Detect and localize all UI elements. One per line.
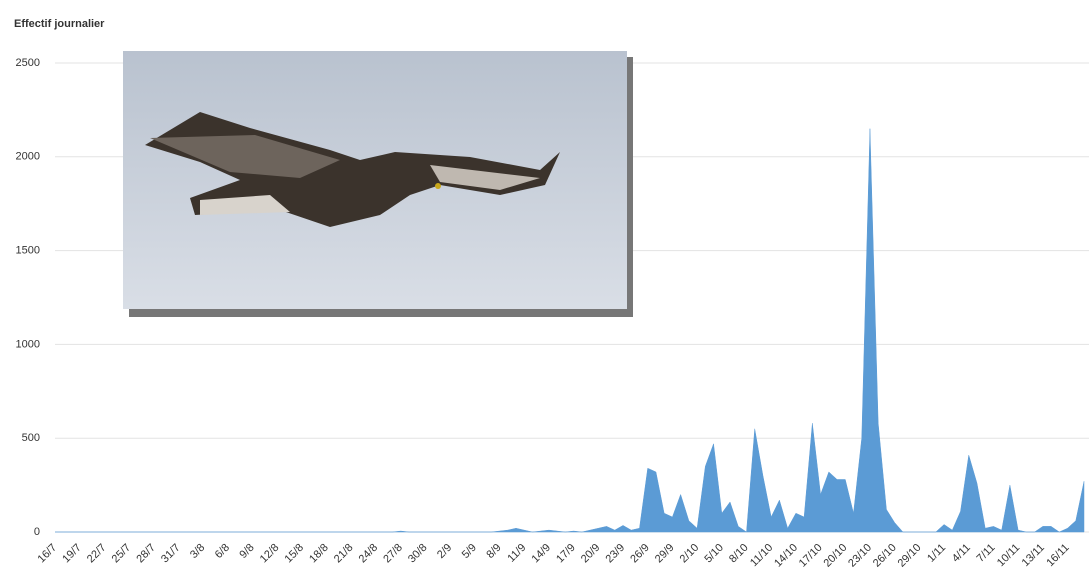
x-tick-label: 5/9 (460, 542, 479, 561)
y-tick-label: 2500 (16, 57, 40, 69)
x-tick-label: 10/11 (995, 542, 1022, 569)
x-tick-label: 11/9 (505, 542, 528, 565)
x-tick-label: 8/9 (484, 542, 503, 561)
x-tick-label: 6/8 (213, 542, 232, 561)
x-tick-label: 8/10 (727, 542, 751, 566)
x-tick-label: 13/11 (1020, 542, 1047, 569)
x-tick-label: 20/10 (821, 542, 849, 570)
x-tick-label: 2/9 (435, 542, 454, 561)
x-tick-label: 12/8 (258, 542, 282, 566)
x-tick-label: 15/8 (283, 542, 307, 566)
x-tick-label: 16/7 (36, 542, 60, 566)
x-tick-label: 24/8 (357, 542, 381, 566)
x-tick-label: 23/10 (846, 542, 874, 570)
x-tick-label: 29/9 (653, 542, 677, 566)
x-tick-label: 20/9 (579, 542, 603, 566)
x-tick-label: 27/8 (381, 542, 405, 566)
x-tick-label: 5/10 (702, 542, 726, 566)
x-tick-label: 18/8 (307, 542, 331, 566)
x-tick-label: 1/11 (925, 542, 948, 565)
x-tick-label: 23/9 (604, 542, 628, 566)
y-tick-label: 1500 (16, 245, 40, 257)
photo (123, 51, 633, 317)
x-tick-label: 11/10 (748, 542, 775, 569)
x-tick-label: 22/7 (85, 542, 109, 566)
x-tick-label: 28/7 (134, 542, 158, 566)
x-tick-label: 21/8 (332, 542, 356, 566)
x-tick-label: 29/10 (896, 542, 924, 570)
x-tick-label: 17/9 (554, 542, 578, 566)
x-tick-label: 31/7 (159, 542, 183, 566)
x-tick-label: 26/10 (871, 542, 899, 570)
x-tick-label: 14/10 (772, 542, 800, 570)
chart: Effectif journalier 0 500 1000 1500 2000 2500… (0, 0, 1089, 576)
x-tick-label: 3/8 (188, 542, 207, 561)
x-tick-label: 9/8 (237, 542, 256, 561)
y-tick-label: 1000 (16, 338, 40, 350)
x-tick-label: 30/8 (406, 542, 430, 566)
x-tick-label: 14/9 (529, 542, 553, 566)
y-tick-label: 0 (34, 526, 40, 538)
x-tick-label: 4/11 (950, 542, 973, 565)
x-tick-label: 2/10 (678, 542, 702, 566)
x-tick-label: 7/11 (975, 542, 998, 565)
x-tick-label: 26/9 (628, 542, 652, 566)
y-tick-label: 2000 (16, 151, 40, 163)
y-tick-label: 500 (22, 432, 40, 444)
chart-title: Effectif journalier (14, 18, 105, 30)
x-tick-label: 16/11 (1044, 542, 1071, 569)
x-tick-label: 25/7 (110, 542, 134, 566)
x-tick-label: 19/7 (60, 542, 84, 566)
x-tick-label: 17/10 (797, 542, 825, 570)
